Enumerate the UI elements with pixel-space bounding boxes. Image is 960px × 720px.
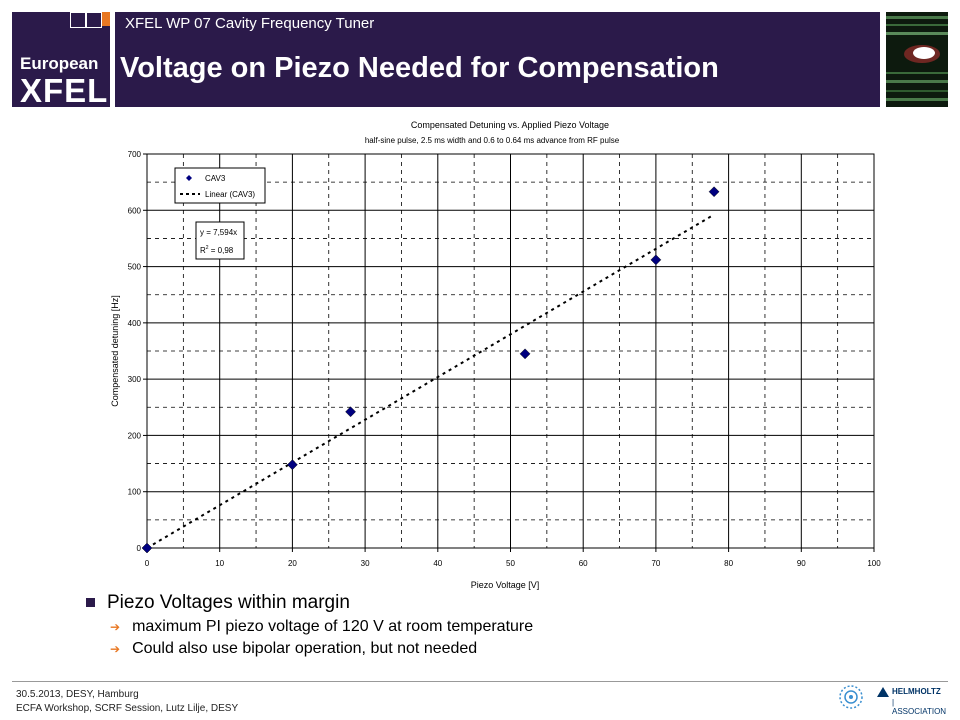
x-tick-label: 20 — [288, 559, 297, 568]
bullet-sub: ➔ Could also use bipolar operation, but n… — [110, 640, 478, 657]
y-axis-label: Compensated detuning [Hz] — [110, 295, 120, 407]
axis-ticks: 0 100 200 300 400 500 600 700 0 10 20 30 40 50 60 70 80 9… — [128, 150, 882, 568]
grid-lines — [147, 154, 874, 548]
r-squared-text: R2 = 0,98 — [200, 245, 234, 255]
x-tick-label: 100 — [867, 559, 881, 568]
x-tick-label: 50 — [506, 559, 515, 568]
y-tick-label: 700 — [128, 150, 142, 159]
y-tick-label: 400 — [128, 319, 142, 328]
legend-entry-cav3: CAV3 — [205, 174, 226, 183]
x-tick-label: 30 — [361, 559, 370, 568]
legend-entry-linear: Linear (CAV3) — [205, 190, 255, 199]
x-tick-label: 10 — [215, 559, 224, 568]
y-tick-label: 500 — [128, 263, 142, 272]
equation-box: y = 7,594x R2 = 0,98 — [195, 221, 245, 260]
slide-subtitle: XFEL WP 07 Cavity Frequency Tuner — [125, 15, 375, 32]
footer-event: ECFA Workshop, SCRF Session, Lutz Lilje,… — [16, 703, 239, 714]
logo-square-icon — [102, 12, 110, 26]
logo-text-european: European — [20, 54, 99, 73]
data-point — [287, 459, 298, 471]
y-tick-label: 600 — [128, 206, 142, 215]
slide-title: Voltage on Piezo Needed for Compensation — [120, 52, 719, 84]
y-tick-label: 0 — [137, 544, 142, 553]
cavity-photo — [886, 12, 948, 107]
data-point — [650, 254, 662, 266]
desy-logo-icon — [838, 684, 864, 710]
x-axis-label: Piezo Voltage [V] — [471, 580, 540, 590]
y-tick-label: 300 — [128, 375, 142, 384]
bullet-square-icon — [86, 598, 95, 608]
x-tick-label: 60 — [579, 559, 588, 568]
bullet-sub: ➔ maximum PI piezo voltage of 120 V at ro… — [110, 618, 534, 635]
logo-text-xfel: XFEL — [20, 72, 109, 109]
y-tick-label: 200 — [128, 431, 142, 440]
chart-subtitle: half-sine pulse, 2.5 ms width and 0.6 to… — [365, 136, 620, 145]
logo-square-icon — [70, 12, 86, 28]
bullet-main: Piezo Voltages within margin — [86, 592, 886, 618]
helmholtz-icon — [877, 687, 889, 697]
footer-divider — [12, 681, 948, 682]
chart-legend: CAV3 Linear (CAV3) — [174, 167, 266, 204]
arrow-right-icon: ➔ — [110, 642, 121, 656]
x-tick-label: 40 — [433, 559, 442, 568]
x-tick-label: 0 — [145, 559, 150, 568]
data-point — [708, 186, 720, 198]
data-point — [345, 406, 356, 418]
helmholtz-logo: HELMHOLTZ | ASSOCIATION — [876, 683, 946, 716]
plot-area — [146, 153, 875, 549]
footer-date: 30.5.2013, DESY, Hamburg — [16, 689, 139, 700]
equation-text: y = 7,594x — [200, 228, 237, 237]
x-tick-label: 70 — [651, 559, 660, 568]
bullet-list: Piezo Voltages within margin ➔ maximum PI… — [86, 592, 886, 662]
european-xfel-logo: European XFEL — [12, 12, 110, 109]
y-tick-label: 100 — [128, 488, 142, 497]
x-tick-label: 80 — [724, 559, 733, 568]
chart-title: Compensated Detuning vs. Applied Piezo V… — [411, 120, 609, 130]
x-tick-label: 90 — [797, 559, 806, 568]
trendline — [146, 213, 715, 549]
data-point — [141, 542, 153, 554]
logo-square-icon — [86, 12, 102, 28]
arrow-right-icon: ➔ — [110, 620, 121, 634]
title-band: XFEL WP 07 Cavity Frequency Tuner Voltag… — [115, 12, 880, 107]
data-points — [141, 186, 720, 554]
slide-header: European XFEL XFEL WP 07 Cavity Frequenc… — [0, 0, 960, 112]
legend-diamond-icon — [186, 175, 192, 181]
data-point — [519, 348, 531, 360]
